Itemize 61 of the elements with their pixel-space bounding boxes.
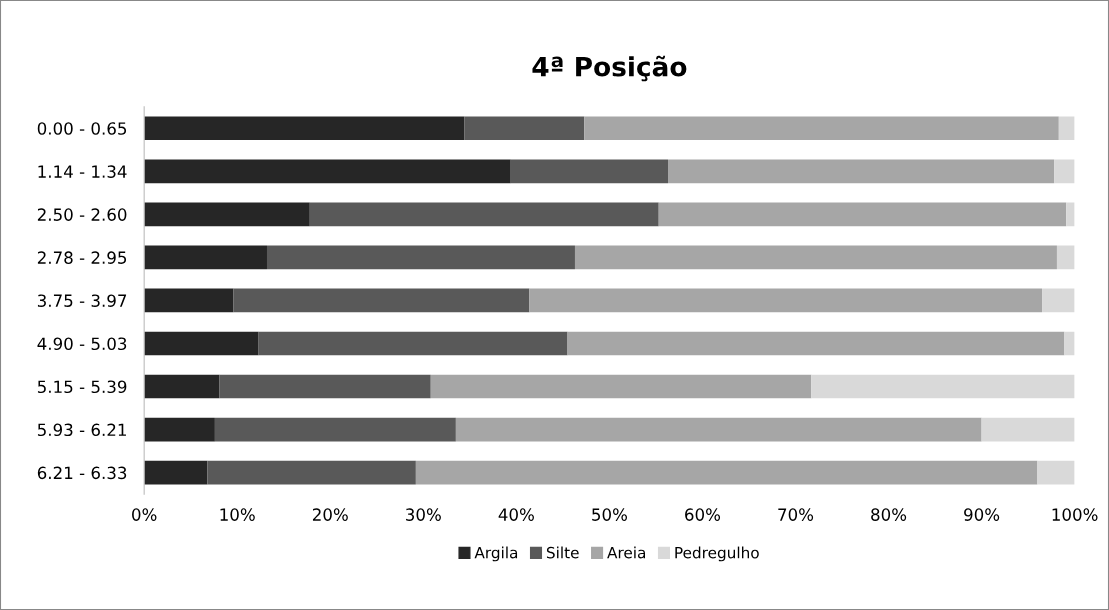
bar (258, 331, 568, 356)
y-tick-label: 4.90 - 5.03 (37, 337, 127, 351)
y-tick-label: 1.14 - 1.34 (38, 165, 127, 178)
bar (510, 159, 669, 184)
bar (981, 417, 1075, 442)
legend-label: Areia (607, 546, 646, 559)
legend-label: Argila (474, 546, 518, 562)
bar (144, 288, 234, 313)
x-tick-label: 50% (592, 508, 627, 521)
bar (144, 245, 267, 270)
bar (464, 116, 585, 141)
bar (309, 202, 659, 227)
y-tick-label: 2.78 - 2.95 (37, 251, 127, 264)
x-tick-label: 10% (220, 508, 255, 521)
bar (668, 159, 1055, 184)
bar (233, 288, 530, 313)
bar (529, 288, 1043, 313)
bar (214, 417, 456, 442)
x-tick-label: 30% (406, 508, 441, 521)
bar (415, 460, 1038, 485)
bar (144, 417, 215, 442)
legend-label: Silte (546, 546, 579, 559)
bar (144, 460, 208, 485)
x-tick-label: 20% (312, 508, 348, 521)
bar (219, 374, 431, 399)
y-tick-label: 2.50 - 2.60 (37, 208, 127, 221)
y-tick-label: 5.15 - 5.39 (37, 380, 127, 394)
x-tick-label: 90% (964, 508, 1000, 521)
bar (144, 374, 220, 399)
bar (1064, 331, 1075, 356)
legend-label: Pedregulho (675, 546, 759, 562)
bar (455, 417, 982, 442)
bar (1066, 202, 1075, 227)
bar (1042, 288, 1075, 313)
bar (266, 245, 575, 270)
x-tick-label: 80% (871, 508, 907, 521)
bar (1056, 245, 1075, 270)
chart-title: 4ª Posição (532, 55, 687, 82)
bar (430, 374, 812, 399)
bar (1054, 159, 1075, 184)
bar (584, 116, 1059, 141)
y-tick-label: 6.21 - 6.33 (37, 466, 127, 480)
y-tick-label: 5.93 - 6.21 (37, 423, 126, 437)
bar (1058, 116, 1075, 141)
y-tick-label: 0.00 - 0.65 (37, 122, 127, 135)
bar (1037, 460, 1075, 485)
bar (574, 245, 1057, 270)
bar (567, 331, 1065, 356)
bar (144, 202, 310, 227)
x-tick-label: 70% (778, 508, 814, 521)
y-tick-label: 3.75 - 3.97 (37, 294, 127, 307)
bar (144, 116, 465, 141)
bar (144, 331, 259, 356)
x-tick-label: 0% (132, 508, 157, 521)
bar (658, 202, 1067, 227)
x-tick-label: 40% (498, 508, 534, 521)
x-tick-label: 100% (1052, 508, 1098, 521)
bar (144, 159, 511, 184)
x-tick-label: 60% (685, 508, 721, 521)
bar (207, 460, 416, 485)
bar (811, 374, 1075, 399)
